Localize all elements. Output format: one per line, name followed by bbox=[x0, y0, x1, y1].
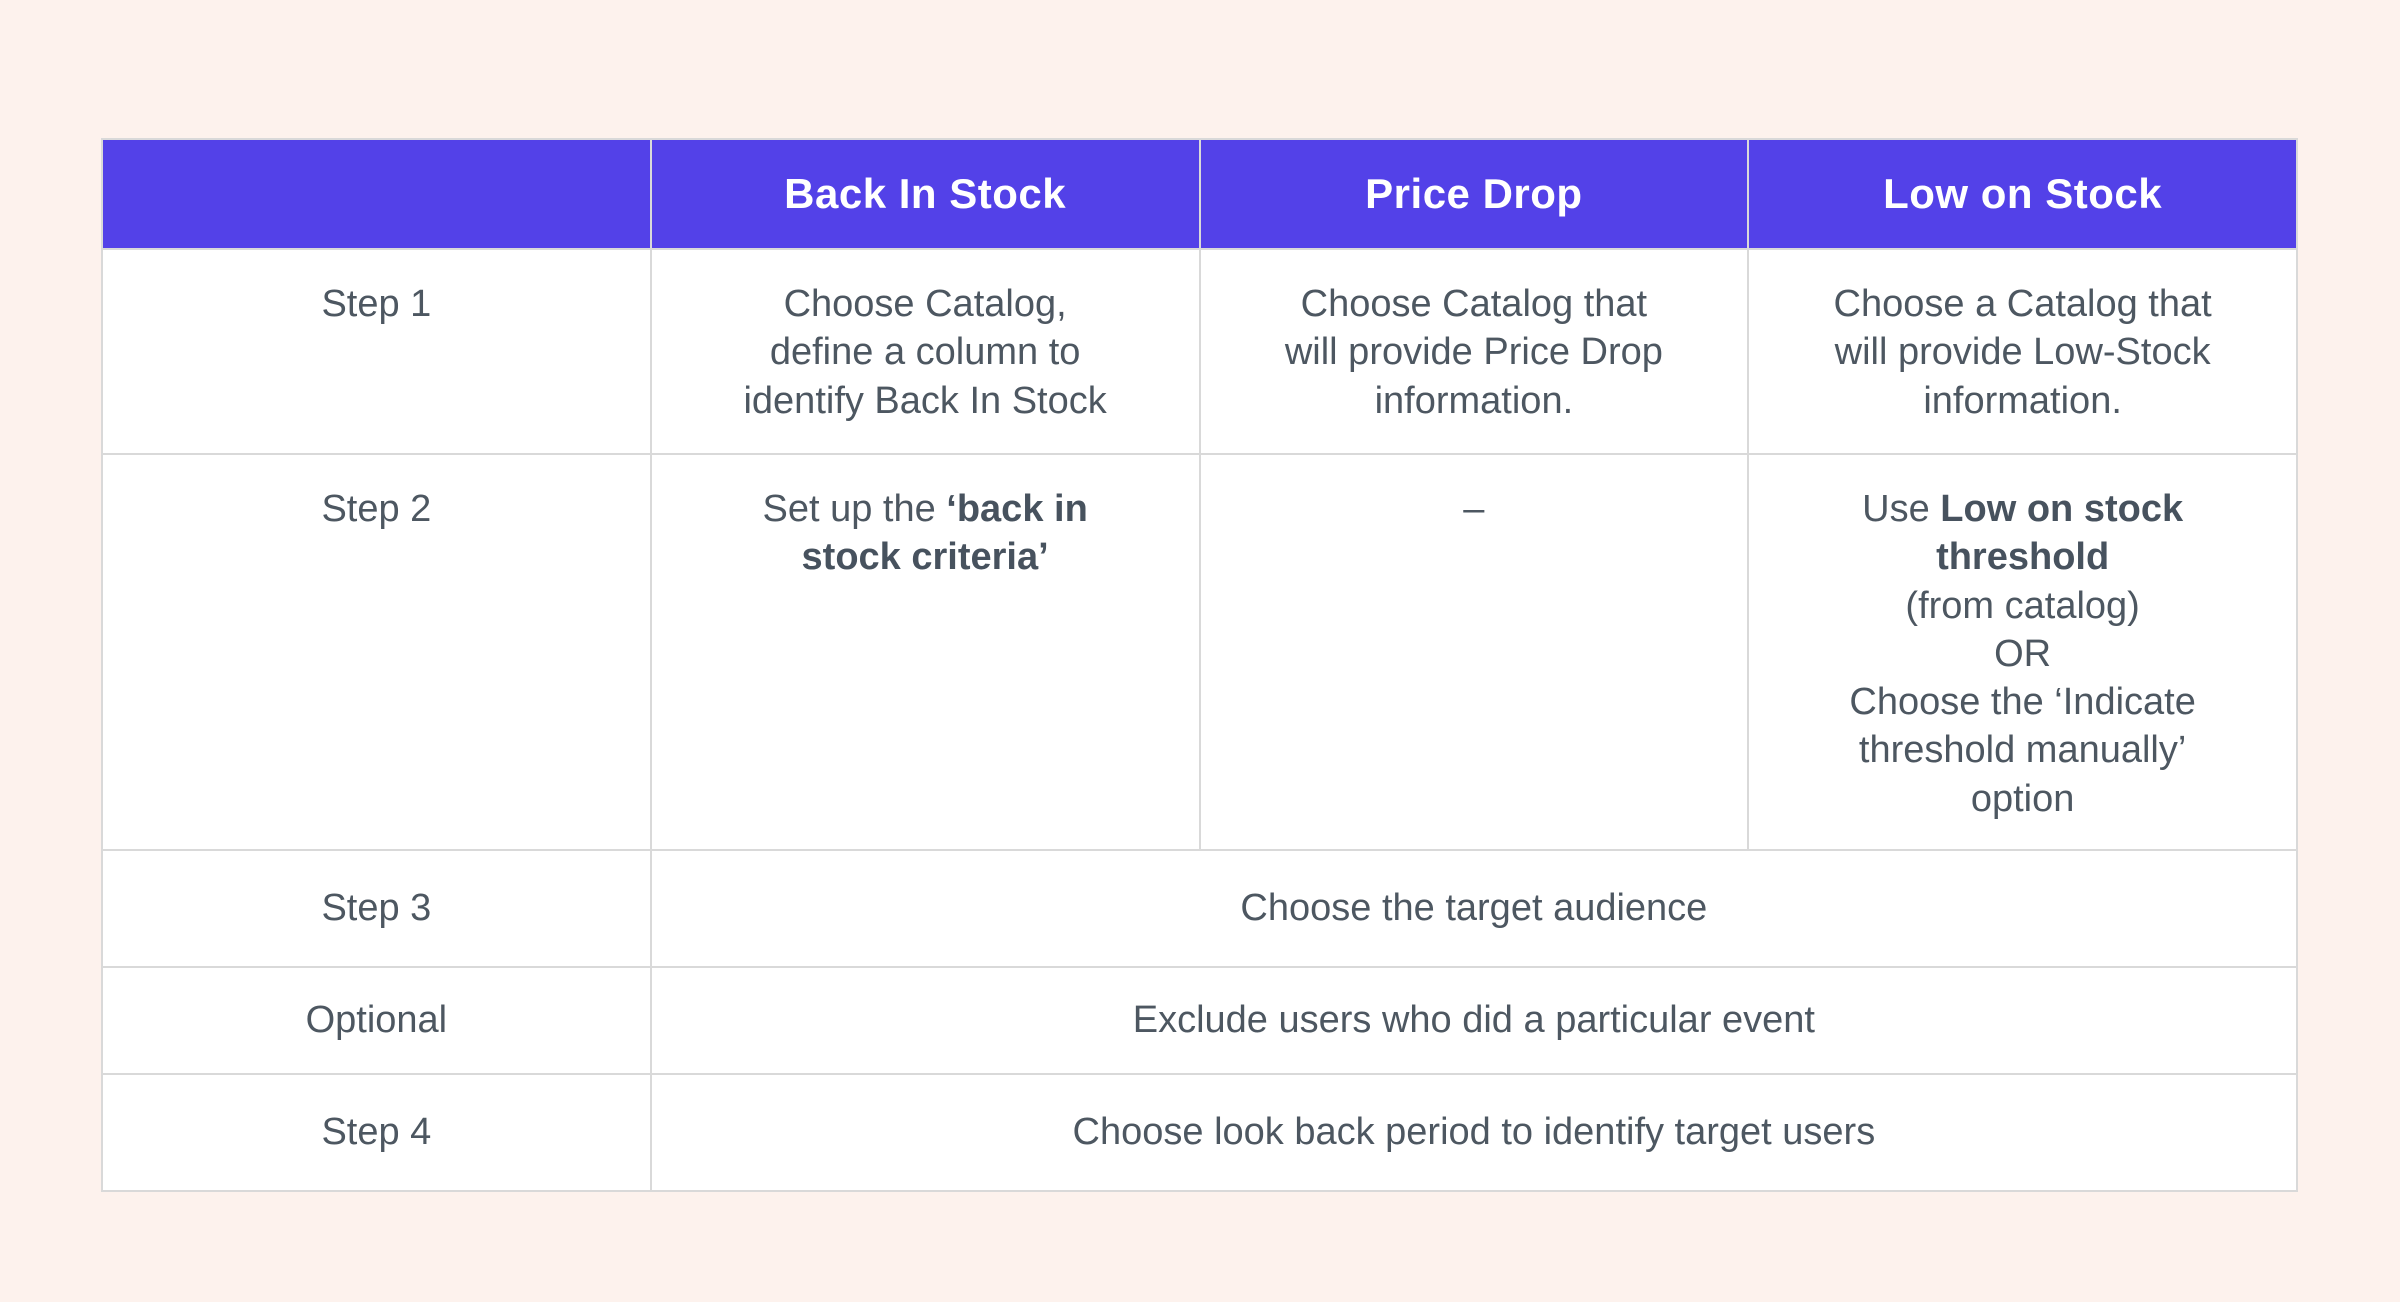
comparison-table: Back In Stock Price Drop Low on Stock St… bbox=[101, 138, 2299, 1192]
table-row: Step 3 Choose the target audience bbox=[101, 848, 2299, 968]
header-cell-back-in-stock: Back In Stock bbox=[649, 138, 1201, 250]
table-cell: Choose Catalog, define a column to identif… bbox=[649, 248, 1201, 455]
table-cell: Choose the target audience bbox=[649, 848, 2299, 968]
table-row: Step 1 Choose Catalog, define a column to i… bbox=[101, 248, 2298, 455]
table-cell: Exclude users who did a particular event bbox=[649, 965, 2299, 1075]
table-row: Step 2 Set up the ‘back in stock criteria’… bbox=[101, 453, 2298, 851]
step-label: Step 2 bbox=[101, 453, 652, 851]
table-cell: Choose Catalog that will provide Price Dr… bbox=[1198, 248, 1750, 455]
step-label: Step 4 bbox=[101, 1072, 652, 1192]
table-row: Optional Exclude users who did a particul… bbox=[101, 965, 2299, 1075]
comparison-table-container: Back In Stock Price Drop Low on Stock St… bbox=[101, 138, 2299, 1192]
table-cell: – bbox=[1198, 453, 1750, 851]
step-label: Step 3 bbox=[101, 848, 652, 968]
header-cell-price-drop: Price Drop bbox=[1198, 138, 1750, 250]
step-label: Optional bbox=[101, 965, 652, 1075]
header-cell-empty bbox=[101, 138, 652, 250]
table-cell: Use Low on stock threshold (from catalog) O… bbox=[1747, 453, 2298, 851]
header-row: Back In Stock Price Drop Low on Stock bbox=[101, 138, 2298, 250]
table-header: Back In Stock Price Drop Low on Stock bbox=[101, 138, 2298, 250]
header-cell-low-on-stock: Low on Stock bbox=[1747, 138, 2298, 250]
table-body: Step 1 Choose Catalog, define a column to i… bbox=[101, 248, 2299, 1192]
table-row: Step 4 Choose look back period to identif… bbox=[101, 1072, 2299, 1192]
table-cell: Set up the ‘back in stock criteria’ bbox=[649, 453, 1201, 851]
step-label: Step 1 bbox=[101, 248, 652, 455]
table-cell: Choose a Catalog that will provide Low-St… bbox=[1747, 248, 2298, 455]
table-cell: Choose look back period to identify targ… bbox=[649, 1072, 2299, 1192]
